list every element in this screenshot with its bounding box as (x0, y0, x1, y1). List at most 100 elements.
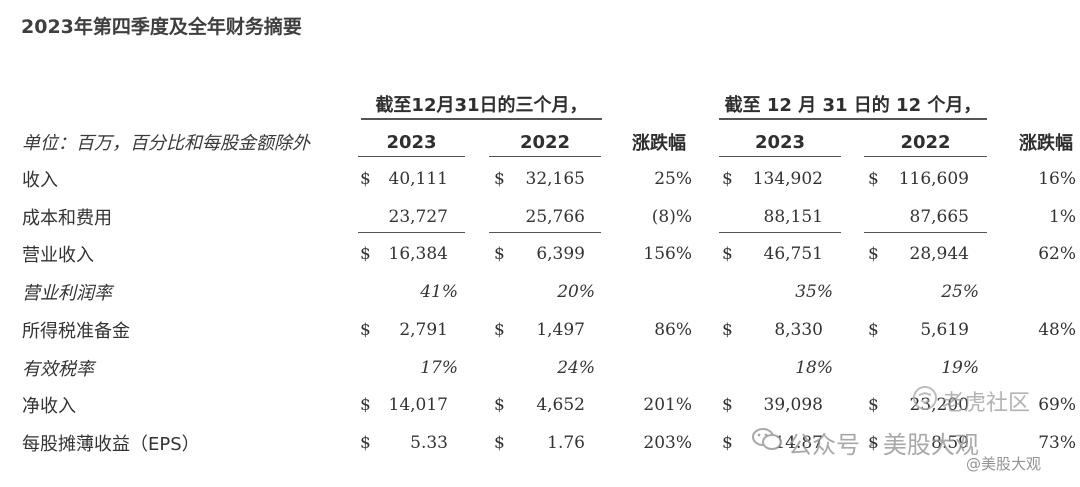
period-header-quarter: 截至12月31日的三个月， (361, 90, 602, 120)
value-ychg (1010, 352, 1076, 384)
row-label: 净收入 (22, 396, 76, 417)
subtotal-rule (489, 232, 601, 233)
row-label: 有效税率 (22, 359, 94, 380)
currency-symbol: $ (360, 244, 371, 264)
row-label: 营业收入 (22, 245, 94, 266)
unit-label: 单位：百万，百分比和每股金额除外 (22, 133, 310, 154)
currency-symbol: $ (722, 395, 733, 415)
value-q2022: 24% (557, 358, 595, 378)
value-y2023: 35% (795, 282, 833, 302)
value-q2023: 41% (420, 282, 458, 302)
currency-symbol: $ (494, 244, 505, 264)
value-y2023: 39,098 (763, 395, 823, 415)
value-y2022: 87,665 (909, 207, 969, 227)
currency-symbol: $ (360, 169, 371, 189)
wechat-icon (752, 426, 782, 458)
currency-symbol: $ (360, 433, 371, 453)
value-ychg: 16% (1038, 169, 1076, 189)
currency-symbol: $ (722, 169, 733, 189)
page-title: 2023年第四季度及全年财务摘要 (21, 16, 302, 38)
value-q2022: 4,652 (536, 395, 585, 415)
row-label: 成本和费用 (22, 208, 112, 229)
currency-symbol: $ (494, 433, 505, 453)
value-q2023: 17% (420, 358, 458, 378)
column-header-y-2022: 2022 (864, 128, 987, 157)
watermark-handle: @美股大观 (966, 454, 1042, 473)
value-qchg: 25% (654, 169, 692, 189)
value-y2023: 18% (795, 358, 833, 378)
value-qchg: 86% (654, 320, 692, 340)
value-q2022: 20% (557, 282, 595, 302)
currency-symbol: $ (360, 395, 371, 415)
value-y2023: 46,751 (763, 244, 823, 264)
value-qchg: (8)% (651, 207, 692, 227)
value-q2022: 25,766 (525, 207, 585, 227)
currency-symbol: $ (494, 320, 505, 340)
currency-symbol: $ (868, 244, 879, 264)
table-row: 所得税准备金 $2,791 $1,497 86% $8,330 $5,619 48% (0, 314, 1080, 346)
row-label: 收入 (22, 170, 58, 191)
currency-symbol: $ (722, 244, 733, 264)
row-label: 所得税准备金 (22, 321, 130, 342)
watermark-tiger: 老虎社区 (912, 384, 1030, 418)
value-y2022: 25% (941, 282, 979, 302)
value-q2022: 1.76 (547, 433, 585, 453)
value-q2023: 16,384 (388, 244, 448, 264)
period-header-full-year: 截至 12 月 31 日的 12 个月， (719, 90, 987, 120)
value-y2022: 116,609 (898, 169, 969, 189)
value-ychg (1010, 276, 1076, 308)
table-row: 营业收入 $16,384 $6,399 156% $46,751 $28,944 62% (0, 238, 1080, 270)
value-y2023: 88,151 (763, 207, 823, 227)
column-header-q-2022: 2022 (489, 128, 601, 157)
value-q2023: 5.33 (410, 433, 448, 453)
value-qchg (624, 276, 692, 308)
column-header-q-2023: 2023 (358, 128, 465, 157)
currency-symbol: $ (494, 395, 505, 415)
value-y2023: 14.87 (774, 433, 823, 453)
table-row: 有效税率 17% 24% 18% 19% (0, 352, 1080, 384)
row-label: 每股摊薄收益（EPS） (22, 434, 200, 455)
currency-symbol: $ (868, 320, 879, 340)
watermark-tiger-text: 老虎社区 (942, 391, 1031, 416)
value-y2022: 28,944 (909, 244, 969, 264)
watermark-wechat: 公众号 · 美股大观 (752, 424, 979, 460)
currency-symbol: $ (868, 433, 879, 453)
value-qchg: 156% (643, 244, 692, 264)
value-q2022: 1,497 (536, 320, 585, 340)
value-y2023: 8,330 (774, 320, 823, 340)
value-ychg: 73% (1038, 433, 1076, 453)
value-ychg: 1% (1049, 207, 1076, 227)
value-q2023: 23,727 (388, 207, 448, 227)
currency-symbol: $ (494, 169, 505, 189)
value-y2022: 5,619 (920, 320, 969, 340)
value-q2022: 6,399 (536, 244, 585, 264)
subtotal-rule (864, 232, 987, 233)
table-row: 收入 $40,111 $32,165 25% $134,902 $116,609 16% (0, 163, 1080, 195)
currency-symbol: $ (722, 320, 733, 340)
value-y2022: 23,200 (909, 395, 969, 415)
subtotal-rule (358, 232, 465, 233)
table-row: 成本和费用 23,727 25,766 (8)% 88,151 87,665 1% (0, 201, 1080, 233)
currency-symbol: $ (722, 433, 733, 453)
column-header-y-change: 涨跌幅 (1019, 133, 1073, 154)
currency-symbol: $ (868, 395, 879, 415)
value-y2022: 19% (941, 358, 979, 378)
value-qchg: 201% (643, 395, 692, 415)
value-ychg: 62% (1038, 244, 1076, 264)
value-y2022: 8.59 (931, 433, 969, 453)
column-header-q-change: 涨跌幅 (632, 133, 686, 154)
value-q2022: 32,165 (525, 169, 585, 189)
value-y2023: 134,902 (752, 169, 823, 189)
table-row: 营业利润率 41% 20% 35% 25% (0, 276, 1080, 308)
subtotal-rule (719, 232, 841, 233)
value-qchg (624, 352, 692, 384)
value-q2023: 2,791 (399, 320, 448, 340)
value-qchg: 203% (643, 433, 692, 453)
column-header-y-2023: 2023 (719, 128, 841, 157)
table-row: 每股摊薄收益（EPS） $5.33 $1.76 203% $14.87 $8.59 73% (0, 427, 1080, 459)
tiger-logo-icon (912, 385, 938, 417)
value-q2023: 40,111 (388, 169, 448, 189)
value-q2023: 14,017 (388, 395, 448, 415)
watermark-wechat-text: 公众号 · 美股大观 (788, 430, 979, 459)
currency-symbol: $ (360, 320, 371, 340)
